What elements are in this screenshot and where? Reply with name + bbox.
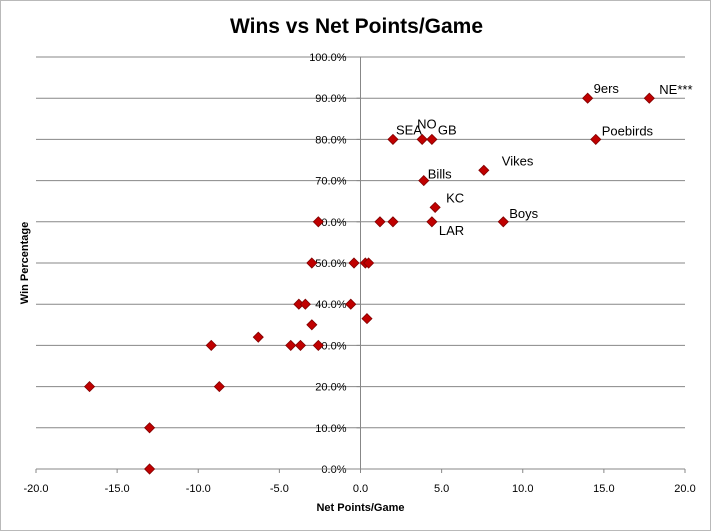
data-point — [418, 175, 430, 187]
data-point-label: Poebirds — [602, 123, 654, 138]
y-tick-label: 0.0% — [321, 464, 346, 476]
y-tick-label: 50.0% — [315, 258, 346, 270]
x-tick-label: 5.0 — [434, 483, 449, 495]
y-tick-label: 100.0% — [309, 52, 347, 64]
data-point — [387, 133, 399, 145]
data-point — [306, 319, 318, 331]
x-tick-label: -15.0 — [105, 483, 130, 495]
data-point — [144, 463, 156, 475]
data-point — [361, 313, 373, 325]
data-point-label: Boys — [509, 206, 538, 221]
x-tick-label: 20.0 — [674, 483, 695, 495]
data-point — [294, 339, 307, 351]
x-tick-label: 0.0 — [353, 483, 368, 495]
x-tick-label: 10.0 — [512, 483, 533, 495]
data-point — [478, 164, 490, 176]
y-tick-label: 80.0% — [315, 134, 346, 146]
x-axis-title: Net Points/Game — [316, 502, 404, 514]
data-point-label: NE*** — [659, 82, 692, 97]
data-point-label: LAR — [439, 223, 464, 238]
data-point-label: NO — [417, 116, 437, 131]
y-axis-title: Win Percentage — [19, 222, 31, 304]
chart-title: Wins vs Net Points/Game — [229, 15, 484, 38]
y-tick-label: 90.0% — [315, 93, 346, 105]
data-point — [643, 92, 655, 104]
data-point — [252, 331, 264, 343]
x-tick-label: -5.0 — [270, 483, 289, 495]
data-point-label: KC — [446, 190, 464, 205]
data-point — [285, 339, 297, 351]
x-tick-label: 15.0 — [593, 483, 614, 495]
x-tick-label: -20.0 — [23, 483, 48, 495]
data-point — [416, 133, 428, 145]
data-point — [213, 381, 225, 393]
data-point — [363, 257, 375, 269]
data-point — [312, 216, 324, 228]
data-point — [497, 216, 509, 228]
data-point — [345, 298, 357, 310]
data-point — [306, 257, 318, 269]
data-point-label: Vikes — [502, 153, 534, 168]
x-tick-label: -10.0 — [186, 483, 211, 495]
data-point — [374, 216, 386, 228]
data-point-label: SEA — [396, 122, 422, 137]
data-point — [144, 422, 156, 434]
data-point — [387, 216, 399, 228]
data-point-label: GB — [438, 122, 457, 137]
data-point — [348, 257, 360, 269]
data-point — [426, 133, 438, 145]
data-point — [312, 339, 324, 351]
y-tick-label: 20.0% — [315, 382, 346, 394]
y-tick-label: 60.0% — [315, 217, 346, 229]
data-point — [590, 133, 602, 145]
y-tick-label: 10.0% — [315, 423, 346, 435]
data-point — [426, 216, 438, 228]
data-point — [429, 201, 441, 213]
data-point-label: 9ers — [594, 81, 620, 96]
data-point — [205, 339, 217, 351]
y-tick-label: 40.0% — [315, 299, 346, 311]
data-point — [582, 92, 594, 104]
y-tick-label: 30.0% — [315, 340, 346, 352]
data-point — [83, 381, 96, 393]
data-point — [299, 298, 311, 310]
y-tick-label: 70.0% — [315, 176, 346, 188]
data-point-label: Bills — [428, 167, 452, 182]
